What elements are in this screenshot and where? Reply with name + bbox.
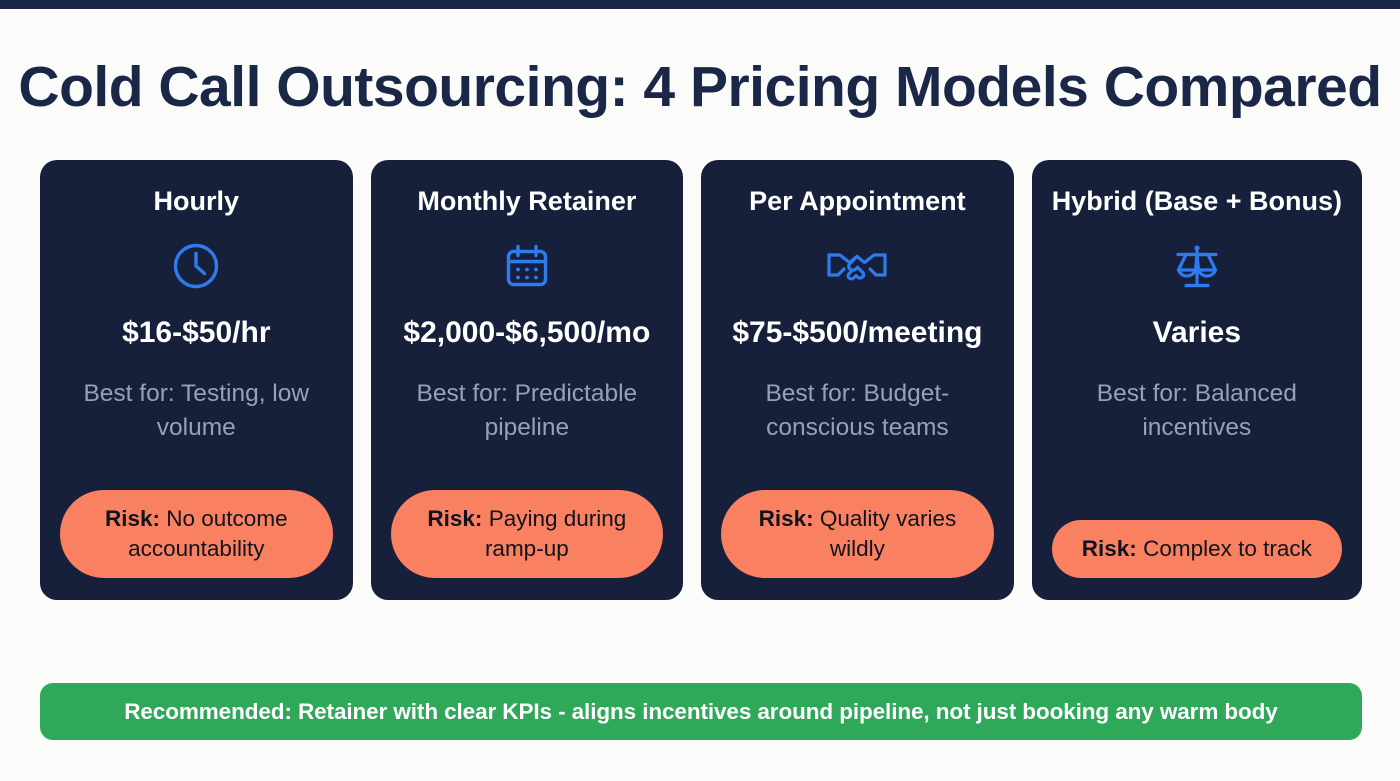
card-best-for: Best for: Testing, low volume <box>83 380 310 441</box>
risk-badge: Risk: Quality varies wildly <box>721 490 994 578</box>
card-best-for: Best for: Balanced incentives <box>1096 380 1297 441</box>
top-accent-bar <box>0 0 1400 9</box>
risk-badge: Risk: Complex to track <box>1051 520 1342 578</box>
risk-badge: Risk: No outcome accountability <box>60 490 333 578</box>
clock-icon <box>170 239 222 293</box>
card-price: $2,000-$6,500/mo <box>403 316 651 350</box>
card-price: $75-$500/meeting <box>732 316 983 350</box>
risk-text: No outcome accountability <box>128 506 288 562</box>
card-title: Hybrid (Base + Bonus) <box>1051 186 1342 216</box>
card-price: Varies <box>1152 316 1242 350</box>
card-title: Hourly <box>153 186 240 216</box>
card-title: Per Appointment <box>749 186 966 216</box>
risk-label: Risk: <box>1081 536 1137 562</box>
risk-text: Paying during ramp-up <box>484 506 627 562</box>
recommendation-text: Recommended: Retainer with clear KPIs - … <box>124 698 1278 724</box>
risk-badge: Risk: Paying during ramp-up <box>390 490 664 578</box>
card-title: Monthly Retainer <box>417 186 637 216</box>
pricing-card-per-appointment[interactable]: Per Appointment $75-$500/meeting Best fo… <box>701 160 1014 600</box>
risk-text: Complex to track <box>1143 536 1312 562</box>
recommendation-banner: Recommended: Retainer with clear KPIs - … <box>40 683 1362 740</box>
risk-label: Risk: <box>104 506 160 532</box>
card-best-for: Best for: Predictable pipeline <box>416 380 638 441</box>
card-price: $16-$50/hr <box>122 316 271 350</box>
pricing-card-monthly-retainer[interactable]: Monthly Retainer $2,000-$6,500/mo Best f… <box>370 160 684 600</box>
pricing-card-hourly[interactable]: Hourly $16-$50/hr Best for: Testing, low… <box>40 160 353 600</box>
pricing-card-hybrid[interactable]: Hybrid (Base + Bonus) Varies Best for: B… <box>1031 160 1362 600</box>
card-best-for: Best for: Budget-conscious teams <box>765 380 950 441</box>
calendar-icon <box>501 239 553 293</box>
risk-label: Risk: <box>427 506 483 532</box>
risk-text: Quality varies wildly <box>819 506 957 562</box>
pricing-card-row: Hourly $16-$50/hr Best for: Testing, low… <box>40 160 1362 600</box>
risk-label: Risk: <box>758 506 814 532</box>
handshake-icon <box>826 239 888 293</box>
page-title: Cold Call Outsourcing: 4 Pricing Models … <box>18 55 1382 119</box>
scales-icon <box>1170 239 1224 293</box>
